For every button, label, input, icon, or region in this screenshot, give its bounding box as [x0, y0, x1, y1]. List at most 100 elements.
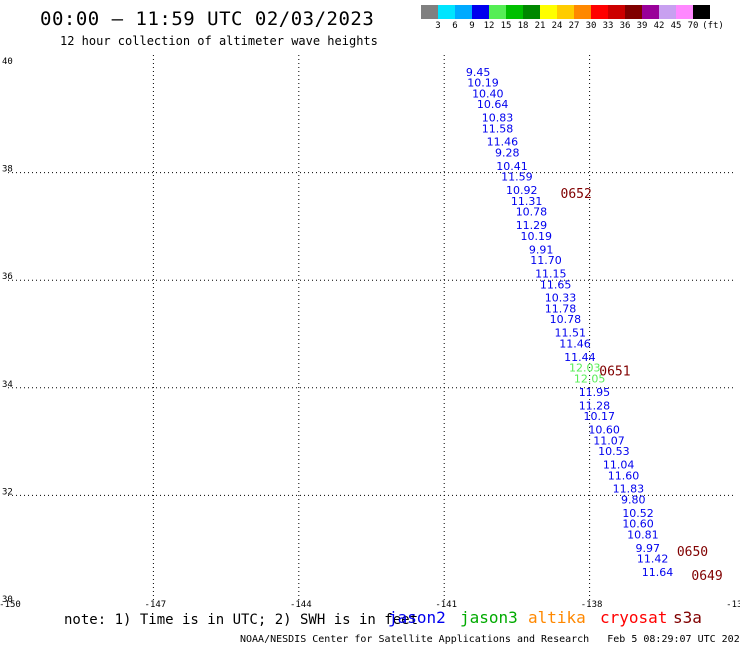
wave-height-point: 10.60 — [622, 518, 654, 531]
color-scale-label: 21 — [534, 21, 546, 31]
lat-tick-label: 40 — [2, 57, 13, 67]
lat-tick-label: 38 — [2, 165, 13, 175]
wave-height-point: 11.44 — [564, 351, 596, 364]
color-scale-unit: (ft) — [702, 21, 724, 31]
lat-tick-label: 32 — [2, 487, 13, 497]
color-scale-label: 70 — [687, 21, 699, 31]
lat-tick-label: 36 — [2, 272, 13, 282]
satellite-legend-altika: altika — [528, 608, 586, 627]
wave-height-point: 10.33 — [545, 292, 577, 305]
wave-height-point: 11.15 — [535, 268, 567, 281]
color-scale-swatch — [574, 5, 591, 19]
lat-tick-label: 30 — [2, 595, 13, 605]
wave-height-point: 11.78 — [545, 302, 577, 315]
wave-height-point: 11.58 — [482, 122, 514, 135]
wave-height-point: 10.17 — [584, 410, 616, 423]
wave-height-point: 9.28 — [495, 146, 520, 159]
wave-height-point: 9.80 — [621, 493, 646, 506]
wave-height-point: 10.78 — [516, 206, 548, 219]
color-scale-swatch — [608, 5, 625, 19]
wave-height-point: 11.70 — [530, 254, 562, 267]
wave-height-point: 10.81 — [627, 528, 659, 541]
lon-tick-label: -141 — [435, 600, 457, 610]
wave-height-point: 12.05 — [574, 372, 606, 385]
wave-height-point: 9.45 — [466, 66, 491, 79]
wave-height-point: 10.19 — [467, 77, 499, 90]
color-scale-swatch — [642, 5, 659, 19]
wave-height-point: 10.52 — [622, 507, 654, 520]
color-scale-label: 12 — [483, 21, 495, 31]
color-scale-swatch — [523, 5, 540, 19]
pass-time-label: 0651 — [599, 365, 630, 380]
wave-height-point: 9.97 — [636, 542, 661, 555]
color-scale-swatch — [557, 5, 574, 19]
wave-height-point: 11.31 — [511, 195, 543, 208]
color-scale-swatch — [625, 5, 642, 19]
wave-height-point: 10.40 — [472, 87, 504, 100]
color-scale-label: 6 — [452, 21, 458, 31]
color-scale-label: 15 — [500, 21, 512, 31]
wave-height-point: 11.51 — [554, 327, 586, 340]
lon-tick-label: -138 — [581, 600, 603, 610]
color-scale-bar — [421, 5, 710, 19]
wave-height-point: 10.41 — [496, 160, 528, 173]
wave-height-point: 11.65 — [540, 278, 572, 291]
color-scale-label: 27 — [568, 21, 580, 31]
credit-source: NOAA/NESDIS Center for Satellite Applica… — [240, 634, 590, 645]
color-scale-label: 24 — [551, 21, 563, 31]
wave-height-point: 11.42 — [637, 553, 669, 566]
color-scale-label: 45 — [670, 21, 682, 31]
wave-height-point: 11.95 — [579, 386, 611, 399]
color-scale-swatch — [591, 5, 608, 19]
color-scale-swatch — [693, 5, 710, 19]
color-scale-swatch — [438, 5, 455, 19]
wave-height-point: 11.28 — [579, 399, 611, 412]
color-scale-label: 3 — [435, 21, 441, 31]
wave-height-point: 11.29 — [516, 219, 548, 232]
color-scale-swatch — [676, 5, 693, 19]
footer-note: note: 1) Time is in UTC; 2) SWH is in fe… — [64, 612, 419, 628]
wave-height-point: 11.59 — [501, 171, 533, 184]
color-scale-swatch — [659, 5, 676, 19]
credit-timestamp: Feb 5 08:29:07 UTC 2023 — [607, 634, 740, 645]
wave-height-point: 11.46 — [487, 136, 519, 149]
color-scale-swatch — [472, 5, 489, 19]
wave-height-point: 11.83 — [613, 483, 645, 496]
color-scale-swatch — [455, 5, 472, 19]
wave-height-point: 11.46 — [559, 337, 591, 350]
satellite-legend-jason2: jason2 — [388, 608, 446, 627]
color-scale-label: 18 — [517, 21, 529, 31]
wave-height-point: 11.07 — [593, 434, 625, 447]
wave-height-point: 10.53 — [598, 445, 630, 458]
wave-height-point: 10.83 — [482, 111, 514, 124]
wave-height-point: 11.64 — [642, 566, 674, 579]
color-scale-label: 33 — [602, 21, 614, 31]
pass-time-label: 0652 — [561, 187, 592, 202]
wave-height-point: 10.19 — [521, 230, 553, 243]
credit-line: NOAA/NESDIS Center for Satellite Applica… — [240, 634, 740, 645]
color-scale-label: 42 — [653, 21, 665, 31]
lon-tick-label: -150 — [0, 600, 21, 610]
lon-tick-label: -135 — [726, 600, 740, 610]
color-scale-swatch — [506, 5, 523, 19]
pass-time-label: 0650 — [677, 545, 708, 560]
page-title: 00:00 – 11:59 UTC 02/03/2023 — [40, 8, 375, 30]
lon-tick-label: -144 — [290, 600, 312, 610]
satellite-legend-jason3: jason3 — [460, 608, 518, 627]
wave-height-point: 11.04 — [603, 459, 635, 472]
color-scale-label: 39 — [636, 21, 648, 31]
wave-height-point: 10.78 — [550, 313, 582, 326]
color-scale-label: 9 — [469, 21, 475, 31]
color-scale-swatch — [421, 5, 438, 19]
color-scale-label: 36 — [619, 21, 631, 31]
wave-height-point: 11.60 — [608, 469, 640, 482]
wave-height-point: 9.91 — [529, 243, 554, 256]
lon-tick-label: -147 — [145, 600, 167, 610]
satellite-legend-cryosat: cryosat — [600, 608, 668, 627]
wave-height-point: 10.92 — [506, 184, 538, 197]
lat-tick-label: 34 — [2, 380, 13, 390]
wave-height-point: 10.64 — [477, 98, 509, 111]
color-scale-swatch — [489, 5, 506, 19]
wave-height-point: 12.03 — [569, 362, 601, 375]
